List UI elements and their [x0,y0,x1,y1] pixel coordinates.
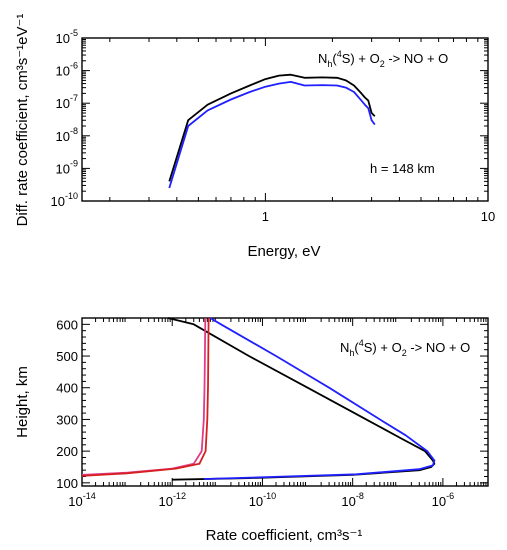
x-tick-label: 10-12 [158,491,185,509]
y-tick-label: 10-9 [56,158,78,176]
x-tick-label: 10-8 [341,491,363,509]
y-tick-label: 600 [56,317,78,332]
y-tick-label: 10-7 [56,93,78,111]
bottom-x-axis-label: Rate coefficient, cm³s⁻¹ [206,527,363,544]
x-tick-label: 10-10 [249,491,276,509]
top-chart-marks: 1 10 10-5 10-6 10-7 10-8 10-9 10-10 [51,28,496,224]
top-chart-panel: 1 10 10-5 10-6 10-7 10-8 10-9 10-10 Nh(4S) + O2… [14,14,495,260]
y-tick-label: 500 [56,349,78,364]
top-reaction-label: Nh(4S) + O2 -> NO + O [318,49,448,69]
series-line-3 [81,317,207,476]
y-tick-label: 10-5 [56,28,78,46]
top-x-axis-label: Energy, eV [247,243,320,260]
series-line-2 [203,317,436,480]
bottom-chart-panel: 10-14 10-12 10-10 10-8 10-6 100 200 300 400 500 60… [14,317,489,544]
series-line-2 [168,81,376,189]
x-tick-label: 10-14 [68,491,95,509]
series-line-4 [81,317,210,477]
bottom-reaction-label: Nh(4S) + O2 -> NO + O [340,338,470,358]
y-tick-label: 100 [56,476,78,491]
top-y-axis-label: Diff. rate coefficient, cm³s⁻¹eV⁻¹ [14,14,31,227]
y-tick-label: 10-6 [56,61,78,79]
y-tick-label: 10-8 [56,126,78,144]
x-tick-label: 10 [481,209,495,224]
series-line-1 [168,73,376,182]
x-tick-label: 10-6 [432,491,454,509]
y-tick-label: 300 [56,412,78,427]
bottom-y-axis-label: Height, km [14,366,31,438]
bottom-plot-frame [81,317,489,487]
y-tick-label: 200 [56,444,78,459]
y-tick-label: 400 [56,381,78,396]
top-altitude-annotation: h = 148 km [370,161,435,176]
y-tick-label: 10-10 [51,191,78,209]
x-tick-label: 1 [262,209,269,224]
bottom-chart-marks: 10-14 10-12 10-10 10-8 10-6 100 200 300 400 500 60… [56,317,488,509]
top-plot-frame [81,37,489,202]
